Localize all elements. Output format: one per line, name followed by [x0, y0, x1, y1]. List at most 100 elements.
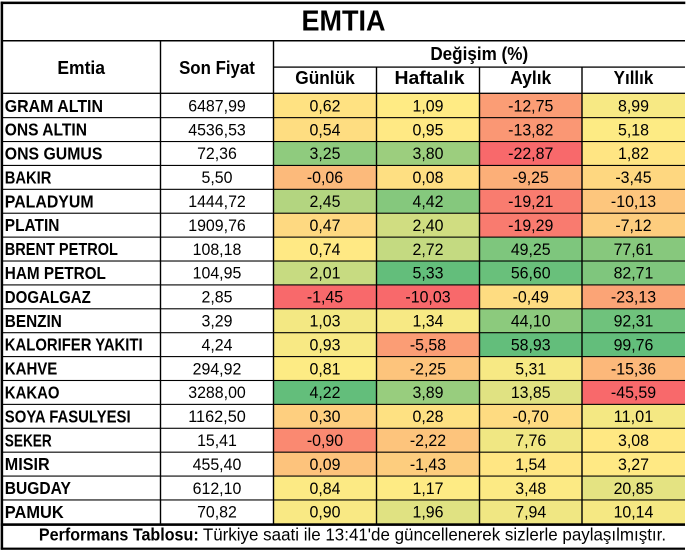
- svg-text:HAM PETROL: HAM PETROL: [5, 263, 106, 283]
- svg-text:99,76: 99,76: [614, 336, 654, 354]
- svg-text:-7,12: -7,12: [615, 217, 651, 235]
- svg-text:56,60: 56,60: [511, 265, 551, 283]
- svg-text:-19,21: -19,21: [508, 193, 553, 211]
- svg-text:0,09: 0,09: [310, 456, 341, 474]
- svg-text:0,90: 0,90: [310, 504, 341, 522]
- svg-text:2,40: 2,40: [413, 217, 444, 235]
- svg-text:0,54: 0,54: [310, 121, 341, 139]
- svg-text:612,10: 612,10: [193, 480, 242, 498]
- svg-text:1,34: 1,34: [413, 313, 444, 331]
- svg-text:-1,43: -1,43: [410, 456, 446, 474]
- svg-text:0,08: 0,08: [413, 169, 444, 187]
- svg-text:-0,06: -0,06: [307, 169, 343, 187]
- svg-text:3288,00: 3288,00: [188, 384, 246, 402]
- svg-text:0,74: 0,74: [310, 241, 341, 259]
- svg-text:58,93: 58,93: [511, 336, 551, 354]
- svg-text:MISIR: MISIR: [5, 454, 50, 474]
- svg-text:455,40: 455,40: [193, 456, 242, 474]
- svg-text:15,41: 15,41: [197, 432, 237, 450]
- svg-text:3,27: 3,27: [618, 456, 649, 474]
- svg-text:Performans Tablosu:: Performans Tablosu:: [39, 524, 199, 544]
- svg-text:3,25: 3,25: [310, 145, 341, 163]
- svg-text:104,95: 104,95: [193, 265, 242, 283]
- svg-text:-10,03: -10,03: [405, 289, 450, 307]
- svg-text:294,92: 294,92: [193, 360, 242, 378]
- svg-text:KAKAO: KAKAO: [5, 382, 60, 402]
- svg-text:2,72: 2,72: [413, 241, 444, 259]
- svg-text:-0,49: -0,49: [513, 289, 549, 307]
- svg-text:BENZIN: BENZIN: [5, 311, 62, 331]
- svg-text:4536,53: 4536,53: [188, 121, 246, 139]
- svg-text:Yıllık: Yıllık: [614, 67, 654, 88]
- svg-text:-1,45: -1,45: [307, 289, 343, 307]
- svg-text:ONS GUMUS: ONS GUMUS: [5, 144, 103, 164]
- svg-text:49,25: 49,25: [511, 241, 551, 259]
- svg-text:2,01: 2,01: [310, 265, 341, 283]
- svg-text:0,81: 0,81: [310, 360, 341, 378]
- svg-text:SEKER: SEKER: [5, 430, 52, 450]
- svg-text:-10,13: -10,13: [611, 193, 656, 211]
- svg-text:Türkiye saati ile 13:41'de gün: Türkiye saati ile 13:41'de güncellenerek…: [203, 524, 666, 544]
- svg-text:3,80: 3,80: [413, 145, 444, 163]
- svg-text:1,09: 1,09: [413, 97, 444, 115]
- svg-text:77,61: 77,61: [614, 241, 654, 259]
- svg-text:-2,25: -2,25: [410, 360, 446, 378]
- svg-text:3,29: 3,29: [202, 313, 233, 331]
- svg-text:3,08: 3,08: [618, 432, 649, 450]
- svg-text:-0,70: -0,70: [513, 408, 549, 426]
- svg-text:Emtia: Emtia: [57, 57, 105, 78]
- svg-text:-9,25: -9,25: [513, 169, 549, 187]
- svg-text:ONS ALTIN: ONS ALTIN: [5, 120, 87, 140]
- svg-text:1,82: 1,82: [618, 145, 649, 163]
- svg-text:-12,75: -12,75: [508, 97, 553, 115]
- svg-text:-13,82: -13,82: [508, 121, 553, 139]
- svg-text:-5,58: -5,58: [410, 336, 446, 354]
- svg-text:7,94: 7,94: [515, 504, 546, 522]
- svg-text:20,85: 20,85: [614, 480, 654, 498]
- svg-text:1,54: 1,54: [515, 456, 546, 474]
- svg-text:EMTIA: EMTIA: [302, 5, 386, 37]
- svg-text:5,31: 5,31: [515, 360, 546, 378]
- svg-text:2,85: 2,85: [202, 289, 233, 307]
- svg-text:-2,22: -2,22: [410, 432, 446, 450]
- svg-text:1,17: 1,17: [413, 480, 444, 498]
- svg-text:Günlük: Günlük: [295, 67, 355, 88]
- svg-text:Son Fiyat: Son Fiyat: [179, 57, 255, 78]
- svg-text:0,62: 0,62: [310, 97, 341, 115]
- svg-text:4,22: 4,22: [310, 384, 341, 402]
- svg-text:-3,45: -3,45: [615, 169, 651, 187]
- svg-text:1,96: 1,96: [413, 504, 444, 522]
- svg-text:PLATIN: PLATIN: [5, 215, 60, 235]
- svg-text:BAKIR: BAKIR: [5, 167, 52, 187]
- svg-text:1162,50: 1162,50: [188, 408, 246, 426]
- svg-text:0,28: 0,28: [413, 408, 444, 426]
- svg-text:2,45: 2,45: [310, 193, 341, 211]
- svg-text:5,18: 5,18: [618, 121, 649, 139]
- svg-text:0,93: 0,93: [310, 336, 341, 354]
- svg-text:-23,13: -23,13: [611, 289, 656, 307]
- svg-text:13,85: 13,85: [511, 384, 551, 402]
- svg-text:1909,76: 1909,76: [188, 217, 246, 235]
- svg-text:1,03: 1,03: [310, 313, 341, 331]
- svg-text:3,48: 3,48: [515, 480, 546, 498]
- svg-text:SOYA FASULYESI: SOYA FASULYESI: [5, 406, 131, 426]
- svg-text:92,31: 92,31: [614, 313, 654, 331]
- svg-text:8,99: 8,99: [618, 97, 649, 115]
- svg-text:11,01: 11,01: [614, 408, 654, 426]
- svg-text:0,47: 0,47: [310, 217, 341, 235]
- svg-text:BUGDAY: BUGDAY: [5, 478, 71, 498]
- svg-text:0,95: 0,95: [413, 121, 444, 139]
- svg-text:6487,99: 6487,99: [188, 97, 246, 115]
- svg-text:-0,90: -0,90: [307, 432, 343, 450]
- svg-text:0,84: 0,84: [310, 480, 341, 498]
- svg-text:108,18: 108,18: [193, 241, 242, 259]
- svg-text:PALADYUM: PALADYUM: [5, 191, 94, 211]
- svg-text:44,10: 44,10: [511, 313, 551, 331]
- svg-text:72,36: 72,36: [197, 145, 237, 163]
- svg-text:0,30: 0,30: [310, 408, 341, 426]
- svg-text:5,33: 5,33: [413, 265, 444, 283]
- svg-text:GRAM ALTIN: GRAM ALTIN: [5, 96, 103, 116]
- svg-text:DOGALGAZ: DOGALGAZ: [5, 287, 91, 307]
- svg-text:5,50: 5,50: [202, 169, 233, 187]
- svg-text:1444,72: 1444,72: [188, 193, 246, 211]
